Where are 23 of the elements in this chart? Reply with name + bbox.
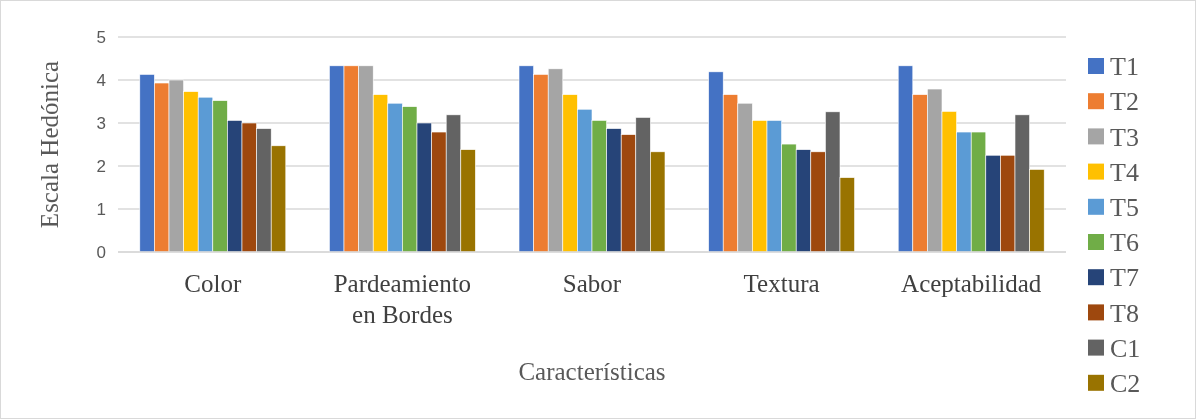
legend-label: C2	[1110, 368, 1141, 398]
x-tick-label: Pardeamiento en Bordes	[333, 270, 472, 328]
y-tick-label: 3	[96, 113, 106, 133]
y-tick-label: 1	[96, 199, 106, 219]
y-tick-label: 0	[96, 242, 106, 262]
y-tick-label: 2	[96, 156, 106, 176]
legend-label: T8	[1110, 298, 1139, 328]
y-axis-title: Escala Hedónica	[36, 60, 63, 229]
legend-label: T5	[1110, 192, 1139, 222]
x-tick-label: Color	[184, 270, 242, 297]
legend-label: T2	[1110, 87, 1139, 117]
x-tick-label: Sabor	[562, 270, 622, 297]
y-tick-label: 4	[96, 70, 106, 90]
x-axis-title: Características	[518, 358, 666, 385]
y-tick-label: 5	[96, 27, 106, 47]
legend-label: T3	[1110, 122, 1139, 152]
legend-label: T1	[1110, 52, 1139, 82]
legend-label: T4	[1110, 157, 1139, 187]
x-tick-label: Aceptabilidad	[901, 270, 1042, 297]
x-tick-label: Textura	[743, 270, 820, 297]
legend-label: T6	[1110, 228, 1139, 258]
legend-label: T7	[1110, 263, 1139, 293]
legend-label: C1	[1110, 333, 1141, 363]
